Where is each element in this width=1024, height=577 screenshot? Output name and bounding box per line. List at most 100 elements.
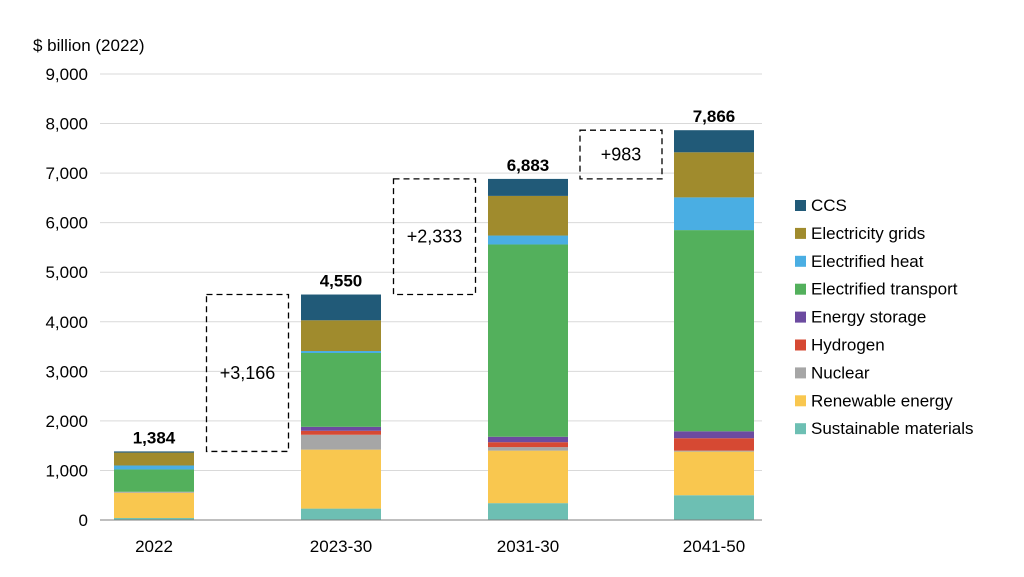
- bar-stacks: [114, 130, 754, 520]
- bar-stack: [301, 294, 381, 520]
- bar-segment: [674, 495, 754, 520]
- total-labels: 1,384 4,550 6,883 7,866: [133, 107, 736, 447]
- bar-segment: [674, 450, 754, 452]
- total-label: 1,384: [133, 428, 176, 447]
- legend-label: Electrified transport: [811, 280, 958, 299]
- y-tick-label: 3,000: [45, 362, 88, 381]
- bar-segment: [114, 469, 194, 492]
- legend-label: Nuclear: [811, 363, 870, 382]
- delta-label: +2,333: [407, 227, 463, 247]
- legend-item: Nuclear: [795, 363, 870, 382]
- bar-segment: [114, 452, 194, 466]
- legend-label: Energy storage: [811, 308, 926, 327]
- bar-segment: [114, 492, 194, 519]
- legend-item: Electrified transport: [795, 280, 958, 299]
- legend-swatch: [795, 395, 806, 407]
- legend: CCS Electricity grids Electrified heat Elec…: [795, 196, 974, 438]
- legend-item: Hydrogen: [795, 336, 885, 355]
- delta-box: +983: [579, 129, 663, 180]
- delta-box-outline: [392, 178, 477, 296]
- delta-boxes: +3,166 +2,333 +983: [205, 129, 663, 453]
- y-tick-label: 7,000: [45, 164, 88, 183]
- legend-label: CCS: [811, 196, 847, 215]
- bar-segment: [488, 442, 568, 448]
- bar-segment: [301, 449, 381, 509]
- x-tick-label: 2031-30: [497, 537, 559, 556]
- delta-label: +3,166: [220, 363, 276, 383]
- bar-stack: [674, 130, 754, 520]
- legend-swatch: [795, 311, 806, 323]
- y-tick-label: 9,000: [45, 65, 88, 84]
- gridlines: [100, 73, 762, 471]
- legend-label: Sustainable materials: [811, 419, 974, 438]
- y-tick-label: 1,000: [45, 461, 88, 480]
- y-tick-label: 4,000: [45, 313, 88, 332]
- bar-segment: [301, 426, 381, 431]
- y-tick-label: 6,000: [45, 214, 88, 233]
- bar-segment: [114, 518, 194, 520]
- legend-swatch: [795, 367, 806, 379]
- y-tick-label: 5,000: [45, 263, 88, 282]
- legend-item: Energy storage: [795, 308, 926, 327]
- bar-segment: [301, 320, 381, 352]
- bar-segment: [488, 235, 568, 245]
- y-tick-label: 2,000: [45, 412, 88, 431]
- bar-segment: [301, 352, 381, 427]
- bar-segment: [301, 430, 381, 435]
- y-tick-label: 0: [79, 511, 88, 530]
- y-tick-label: 8,000: [45, 115, 88, 134]
- bar-segment: [674, 130, 754, 153]
- legend-label: Hydrogen: [811, 336, 885, 355]
- legend-swatch: [795, 227, 806, 239]
- bar-segment: [488, 450, 568, 504]
- bar-segment: [674, 230, 754, 432]
- total-label: 6,883: [507, 156, 550, 175]
- bar-segment: [674, 152, 754, 198]
- y-axis-title: $ billion (2022): [33, 36, 145, 55]
- legend-swatch: [795, 200, 806, 211]
- bar-segment: [114, 491, 194, 493]
- bar-segment: [301, 294, 381, 321]
- total-label: 4,550: [320, 272, 363, 291]
- bar-segment: [114, 451, 194, 453]
- legend-swatch: [795, 255, 806, 267]
- bar-segment: [301, 351, 381, 353]
- bar-segment: [488, 447, 568, 451]
- legend-label: Electricity grids: [811, 224, 925, 243]
- bar-stack: [488, 178, 568, 520]
- legend-item: Sustainable materials: [795, 419, 974, 438]
- bar-segment: [674, 197, 754, 231]
- bar-segment: [301, 508, 381, 520]
- bar-segment: [488, 195, 568, 236]
- legend-item: Renewable energy: [795, 391, 953, 410]
- legend-item: Electrified heat: [795, 252, 924, 271]
- legend-swatch: [795, 283, 806, 295]
- bar-segment: [114, 465, 194, 470]
- bar-segment: [488, 436, 568, 443]
- legend-item: CCS: [795, 196, 847, 215]
- bar-segment: [301, 434, 381, 450]
- bar-segment: [674, 431, 754, 439]
- delta-box-outline: [579, 129, 663, 180]
- bar-segment: [674, 451, 754, 496]
- y-axis: $ billion (2022) 0 1,000 2,000 3,000 4,000 5,…: [33, 36, 145, 530]
- legend-label: Electrified heat: [811, 252, 924, 271]
- bar-segment: [674, 438, 754, 451]
- bar-segment: [488, 244, 568, 437]
- bar-stack: [114, 451, 194, 520]
- bar-segment: [488, 178, 568, 196]
- legend-item: Electricity grids: [795, 224, 925, 243]
- total-label: 7,866: [693, 107, 736, 126]
- legend-swatch: [795, 423, 806, 435]
- delta-box: +2,333: [392, 178, 477, 296]
- delta-label: +983: [601, 145, 642, 165]
- delta-box: +3,166: [205, 293, 290, 453]
- x-tick-label: 2022: [135, 537, 173, 556]
- legend-label: Renewable energy: [811, 391, 953, 410]
- bar-segment: [488, 503, 568, 520]
- delta-box-outline: [205, 293, 290, 453]
- x-axis: 2022 2023-30 2031-30 2041-50: [100, 519, 762, 556]
- x-tick-label: 2041-50: [683, 537, 745, 556]
- x-tick-label: 2023-30: [310, 537, 372, 556]
